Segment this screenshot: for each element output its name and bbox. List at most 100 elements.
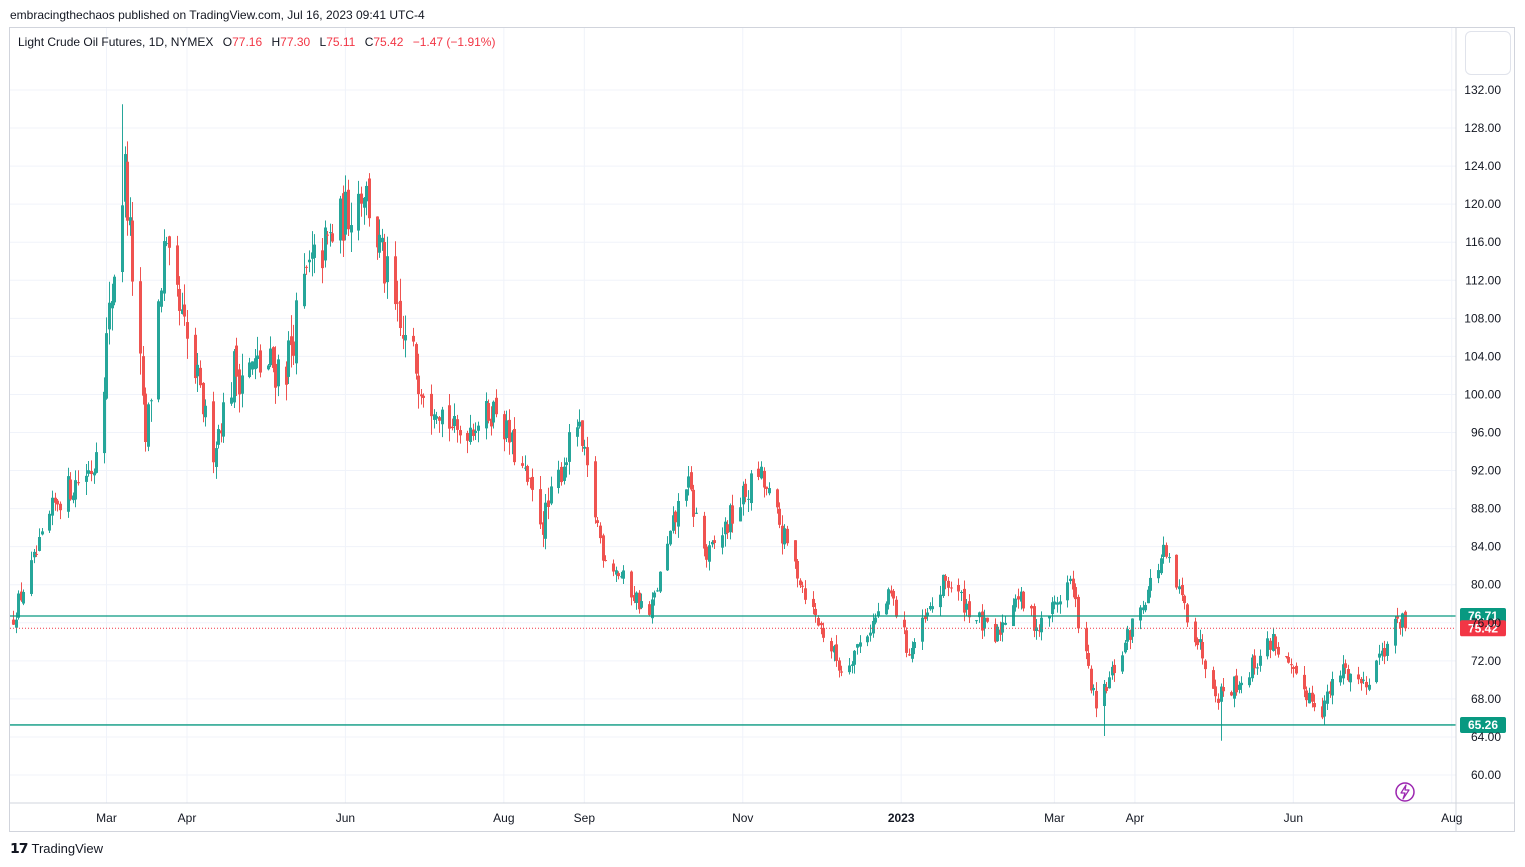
candle-body: [812, 598, 815, 608]
candle-body: [126, 161, 129, 221]
candle: [1394, 615, 1397, 654]
candle-body: [703, 515, 706, 549]
candle-body: [472, 429, 475, 436]
candle-body: [757, 468, 760, 477]
candle: [776, 488, 779, 514]
candle-body: [874, 617, 877, 623]
candle: [386, 236, 389, 299]
candle-body: [150, 400, 153, 402]
y-tick-label: 100.00: [1464, 387, 1501, 401]
candle: [666, 536, 669, 572]
candle-body: [765, 486, 768, 489]
publisher-line: embracingthechaos published on TradingVi…: [10, 8, 425, 22]
candle-body: [568, 432, 571, 462]
candle: [531, 468, 534, 502]
candle-body: [495, 397, 498, 415]
candle-body: [963, 588, 966, 613]
candle: [394, 241, 397, 310]
candle-body: [931, 606, 934, 610]
candle-body: [383, 242, 386, 284]
candle-body: [194, 334, 197, 379]
candle-body: [1256, 667, 1259, 669]
change-value: −1.47 (−1.91%): [412, 35, 496, 49]
candle: [599, 522, 602, 544]
candle: [524, 455, 527, 472]
candle-body: [877, 611, 880, 617]
candle-body: [1399, 621, 1402, 629]
candle-body: [887, 589, 890, 605]
candle: [396, 280, 399, 322]
candle-body: [1053, 601, 1056, 605]
candle-body: [220, 430, 223, 434]
candle-body: [612, 563, 615, 572]
candle-body: [947, 580, 950, 588]
candle-body: [1292, 667, 1295, 669]
candle: [435, 411, 438, 425]
candle: [687, 466, 690, 496]
candle-body: [659, 571, 662, 592]
chart-settings-box[interactable]: [1465, 31, 1511, 75]
candle: [1160, 554, 1163, 575]
candle-body: [1165, 545, 1168, 557]
candle: [1386, 641, 1389, 662]
candle: [1277, 642, 1280, 658]
candle-body: [417, 375, 420, 395]
candle: [659, 571, 662, 593]
candle: [926, 607, 929, 621]
candle: [1124, 640, 1127, 654]
candle: [822, 622, 825, 643]
candle: [339, 195, 342, 254]
time-axis[interactable]: Mar Apr Jun Aug Sep Nov 2023 Mar Apr Jun Aug: [10, 802, 1514, 825]
candle: [812, 591, 815, 615]
candle: [640, 593, 643, 610]
candle: [835, 635, 838, 667]
candle: [978, 611, 981, 623]
candle: [365, 181, 368, 216]
candle: [1362, 671, 1365, 684]
candle: [412, 327, 415, 347]
candle-body: [1326, 691, 1329, 704]
candle-body: [950, 587, 953, 589]
candle-body: [176, 245, 179, 285]
candle: [93, 468, 96, 484]
candle-body: [477, 425, 480, 431]
candle: [778, 502, 781, 529]
price-axis[interactable]: 132.00 128.00 124.00 120.00 116.00 112.00 108.…: [1455, 28, 1501, 831]
candle: [1212, 666, 1215, 689]
candle: [929, 602, 932, 611]
tradingview-brand[interactable]: 𝟭𝟳 TradingView: [10, 840, 103, 857]
horizontal-line-tag: [1460, 716, 1506, 733]
candle-body: [365, 185, 368, 202]
candle: [1222, 677, 1225, 697]
candle: [853, 649, 856, 674]
candle: [77, 470, 80, 486]
candle: [905, 627, 908, 658]
lightning-icon[interactable]: [1395, 782, 1415, 802]
candle-body: [163, 241, 166, 294]
candle-body: [596, 520, 599, 524]
candle-body: [1040, 617, 1043, 633]
candle: [360, 186, 363, 217]
candle-body: [692, 489, 695, 517]
candle-body: [165, 243, 168, 245]
candle: [1272, 627, 1275, 652]
candle-body: [838, 660, 841, 671]
candle-body: [957, 584, 960, 592]
candle: [724, 517, 727, 547]
candle-body: [656, 590, 659, 592]
candle: [150, 398, 153, 422]
candle: [869, 624, 872, 642]
candle: [472, 423, 475, 441]
candle: [420, 388, 423, 405]
candle: [542, 511, 545, 548]
candle-body: [111, 301, 114, 309]
candle: [1092, 684, 1095, 696]
candle-body: [1144, 604, 1147, 611]
candle: [612, 559, 615, 577]
candle-body: [635, 592, 638, 603]
candle: [957, 578, 960, 601]
candle-body: [87, 470, 90, 474]
grid-lines: [10, 28, 1456, 803]
candle: [269, 336, 272, 368]
